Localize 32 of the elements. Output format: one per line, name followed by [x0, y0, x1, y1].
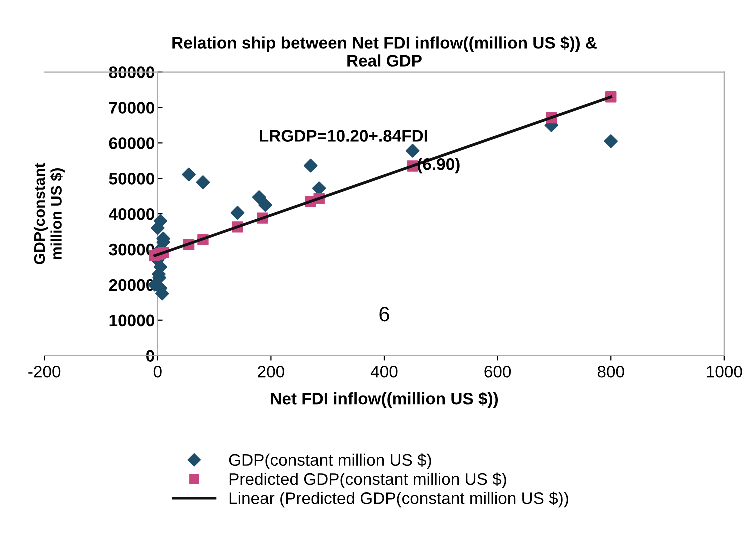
x-tick-label: 800	[598, 366, 624, 378]
y-tick-label: 50000	[109, 173, 154, 185]
x-tick-label: 400	[370, 366, 398, 378]
point	[150, 221, 165, 236]
annotation: 6	[380, 306, 390, 322]
legend-label: Linear (Predicted GDP(constant million US $))	[230, 492, 568, 508]
x-axis-title: Net FDI inflow((million US $))	[271, 392, 498, 408]
point	[230, 206, 245, 220]
point	[182, 168, 196, 182]
point	[604, 134, 618, 148]
y-tick-label: 40000	[109, 208, 154, 220]
x-tick-label: 1000	[707, 366, 742, 378]
point	[258, 198, 272, 212]
annotation: LRGDP=10.20+.84FDI	[260, 130, 428, 142]
legend-label: GDP(constant million US $)	[229, 454, 432, 470]
point	[196, 176, 210, 190]
point	[406, 144, 420, 158]
y-tick-label: 0	[146, 350, 154, 362]
y-tick-label: 10000	[110, 314, 154, 327]
point	[252, 190, 266, 204]
y-tick-label: 80000	[109, 66, 154, 78]
y-tick-label: 70000	[109, 102, 154, 114]
chart-title: Relation ship between Net FDI inflow((million US $)) & Real GDP	[172, 36, 597, 67]
legend-label: Predicted GDP(constant million US $)	[230, 472, 506, 489]
x-tick-label: -200	[28, 366, 61, 378]
y-axis-title: GDP(constant million US $)	[34, 163, 65, 264]
x-tick-label: 0	[154, 366, 162, 378]
x-tick-label: 600	[484, 366, 512, 378]
y-tick-label: 60000	[109, 138, 154, 150]
x-tick-label: 200	[258, 366, 284, 378]
point	[304, 158, 318, 173]
point	[312, 182, 326, 196]
